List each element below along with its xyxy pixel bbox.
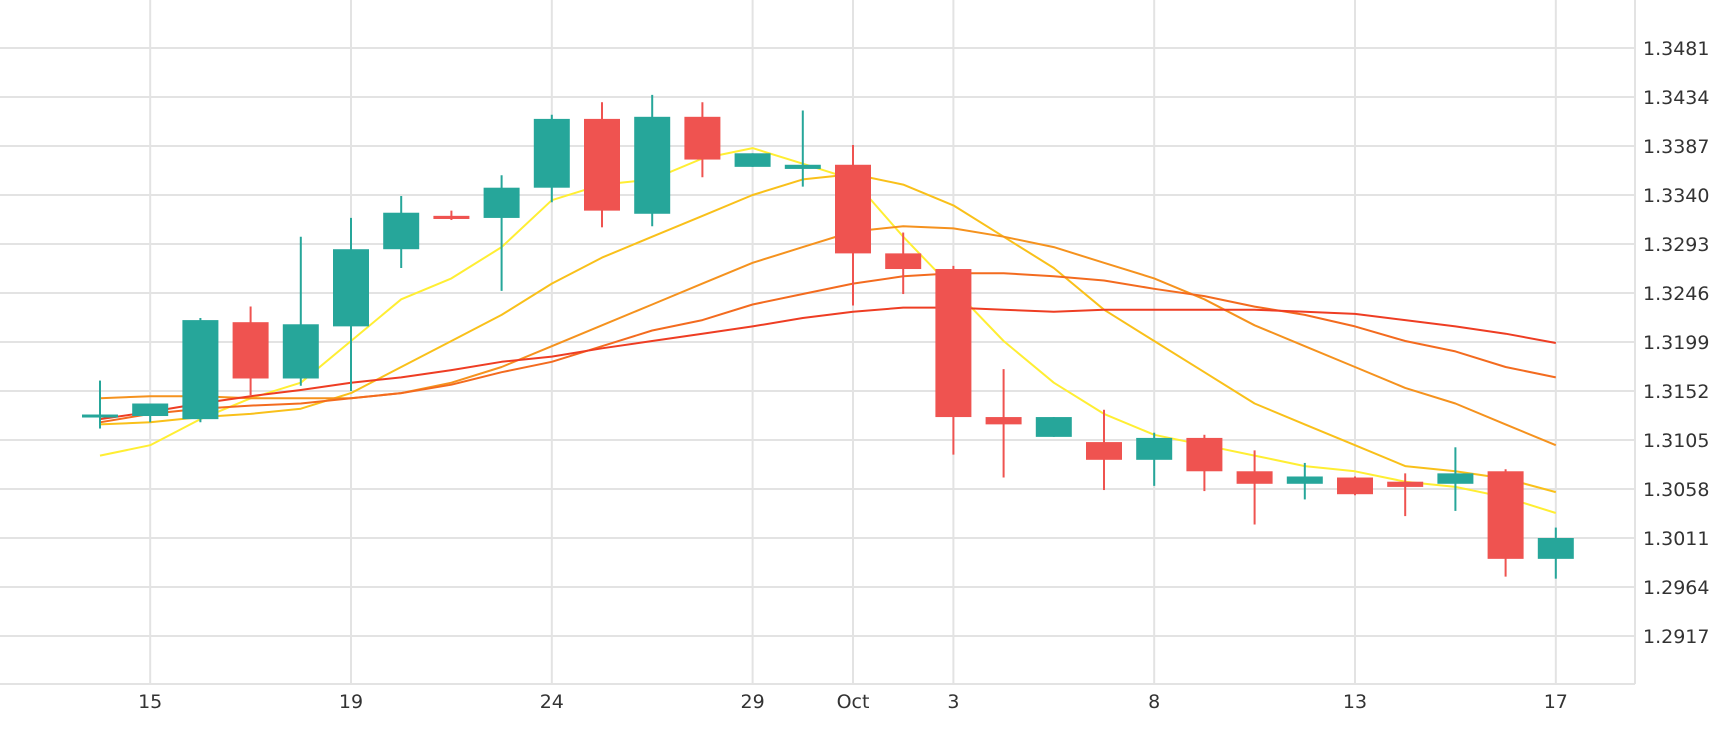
- y-tick-label: 1.3152: [1643, 381, 1709, 403]
- candle-body: [433, 215, 470, 219]
- x-tick-label: 17: [1544, 691, 1568, 713]
- y-tick-label: 1.3434: [1643, 87, 1709, 109]
- x-tick-label: 19: [339, 691, 363, 713]
- y-tick-label: 1.3058: [1643, 479, 1709, 501]
- candle: [483, 175, 520, 291]
- candle-body: [1086, 442, 1122, 460]
- x-tick-label: Oct: [837, 691, 870, 713]
- candle: [784, 110, 821, 187]
- candle: [282, 236, 319, 386]
- candle: [885, 232, 922, 295]
- x-tick-label: 13: [1343, 691, 1367, 713]
- candle-body: [1186, 437, 1223, 472]
- y-axis-labels: 1.3481 1.3434 1.3387 1.3340 1.3293 1.3246 1.31…: [1643, 38, 1709, 648]
- candle: [533, 114, 570, 203]
- candle-body: [383, 212, 420, 250]
- y-tick-label: 1.2964: [1643, 577, 1709, 599]
- x-tick-label: 8: [1148, 691, 1160, 713]
- candle: [734, 153, 771, 167]
- candle-body: [232, 322, 269, 379]
- y-tick-label: 1.3105: [1643, 430, 1709, 452]
- candle-body: [584, 118, 620, 211]
- x-axis-labels: 15 19 24 29 Oct 3 8 13 17: [138, 691, 1568, 713]
- x-tick-label: 3: [947, 691, 959, 713]
- candle-body: [1035, 417, 1072, 437]
- candle: [1337, 476, 1373, 496]
- moving-average-line-5: [99, 306, 1556, 421]
- grid: [0, 0, 1636, 685]
- candle: [433, 210, 470, 221]
- y-tick-label: 1.3340: [1643, 185, 1709, 207]
- candle: [684, 102, 721, 178]
- x-tick-label: 15: [138, 691, 162, 713]
- candle-body: [1387, 481, 1424, 487]
- y-tick-label: 1.3293: [1643, 234, 1709, 256]
- candle: [1286, 462, 1323, 500]
- candle-body: [1537, 538, 1574, 559]
- candle-body: [985, 417, 1022, 425]
- candle: [1437, 447, 1474, 511]
- candle-body: [784, 164, 821, 169]
- candle-body: [182, 320, 219, 420]
- candle: [1537, 527, 1574, 579]
- moving-average-line-4: [99, 272, 1557, 424]
- y-tick-label: 1.3481: [1643, 38, 1709, 60]
- candle-body: [734, 153, 771, 167]
- candle: [985, 369, 1022, 478]
- candle: [1487, 469, 1524, 577]
- candle-body: [1437, 473, 1474, 484]
- candle-body: [1136, 437, 1173, 460]
- candle-body: [483, 187, 520, 218]
- y-tick-label: 1.3199: [1643, 332, 1709, 354]
- y-tick-label: 1.3011: [1643, 528, 1709, 550]
- candle: [132, 403, 169, 423]
- candle: [1236, 450, 1273, 525]
- candle-body: [533, 118, 570, 188]
- candle-body: [1487, 471, 1524, 559]
- candle: [1387, 473, 1424, 517]
- candle: [634, 94, 671, 227]
- candle: [935, 265, 972, 455]
- candle: [1136, 432, 1173, 486]
- moving-average-line-1: [99, 147, 1557, 514]
- x-tick-label: 24: [540, 691, 564, 713]
- candle-body: [333, 249, 369, 327]
- candle: [182, 318, 219, 423]
- candle-body: [885, 253, 922, 270]
- candle-body: [935, 269, 972, 418]
- candle-body: [1337, 477, 1373, 495]
- candle: [232, 306, 269, 396]
- candle-body: [634, 116, 671, 214]
- candle-body: [132, 403, 169, 417]
- candle-body: [1286, 476, 1323, 484]
- candle: [82, 380, 118, 429]
- candles: [82, 94, 1574, 579]
- candle-body: [282, 324, 319, 379]
- candle-body: [835, 164, 871, 254]
- candle: [1186, 434, 1223, 492]
- candle: [333, 217, 369, 391]
- candle: [835, 144, 871, 306]
- y-tick-label: 1.3246: [1643, 283, 1709, 305]
- candle: [1086, 409, 1122, 491]
- candle-body: [82, 414, 118, 418]
- y-tick-label: 1.3387: [1643, 136, 1709, 158]
- candle-body: [684, 116, 721, 160]
- candle: [383, 196, 420, 268]
- moving-averages: [99, 147, 1557, 514]
- x-tick-label: 29: [741, 691, 765, 713]
- moving-average-line-2: [99, 173, 1557, 494]
- candle: [1035, 417, 1072, 437]
- y-tick-label: 1.2917: [1643, 626, 1709, 648]
- candle: [584, 102, 620, 228]
- candle-body: [1236, 471, 1273, 484]
